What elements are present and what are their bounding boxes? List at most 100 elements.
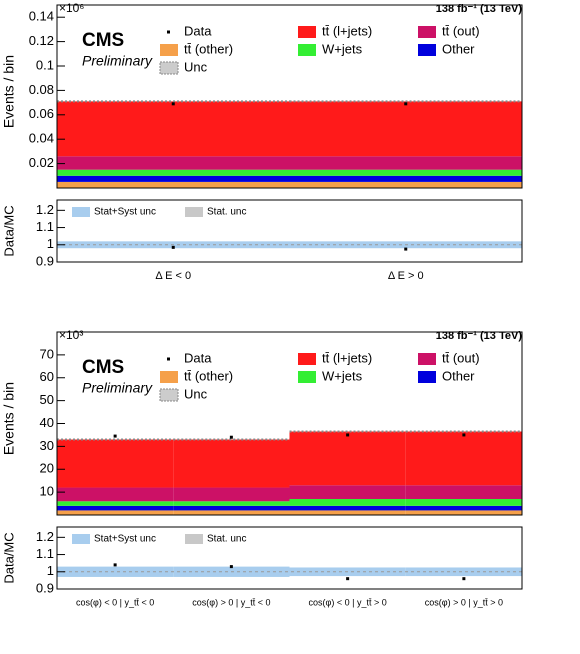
x-tick-label: Δ E > 0: [388, 270, 424, 282]
legend-swatch: [418, 353, 436, 365]
ratio-point: [229, 565, 233, 569]
legend-label: W+jets: [322, 368, 363, 383]
ratio-legend-swatch: [72, 207, 90, 217]
stack-segment: [57, 501, 174, 506]
legend-swatch: [418, 44, 436, 56]
stack-segment: [57, 487, 174, 502]
ratio-point: [404, 247, 408, 251]
stack-segment: [289, 169, 522, 176]
data-point: [171, 102, 175, 106]
stack-segment: [173, 487, 290, 502]
stack-segment: [405, 485, 522, 499]
legend-unc: [159, 61, 179, 75]
y-tick-label: 0.04: [29, 131, 54, 146]
y-tick-label: 30: [40, 438, 54, 453]
stack-segment: [173, 501, 290, 506]
legend-label: tt̄ (out): [442, 350, 480, 365]
stack-segment: [57, 505, 174, 511]
preliminary: Preliminary: [82, 53, 153, 69]
x-tick-label: cos(φ) > 0 | y_tt̄ > 0: [425, 597, 503, 607]
stack-segment: [289, 181, 522, 188]
ratio-legend-swatch: [72, 534, 90, 544]
stack-segment: [173, 505, 290, 511]
ratio-unc-band: [405, 567, 522, 577]
stack-segment: [289, 498, 406, 506]
legend-swatch: [418, 371, 436, 383]
stack-segment: [289, 510, 406, 515]
legend-swatch: [298, 371, 316, 383]
legend-label: Unc: [184, 59, 208, 74]
x-tick-label: cos(φ) < 0 | y_tt̄ > 0: [309, 597, 387, 607]
y-tick-label: 50: [40, 392, 54, 407]
legend-label: Other: [442, 41, 475, 56]
ratio-y-tick-label: 1.2: [36, 529, 54, 544]
ratio-y-tick-label: 1.1: [36, 219, 54, 234]
stack-segment: [173, 510, 290, 515]
legend-swatch: [160, 371, 178, 383]
ratio-point: [346, 577, 350, 581]
stack-segment: [57, 181, 290, 188]
ratio-axis-label: Data/MC: [1, 205, 16, 256]
data-point: [404, 102, 408, 106]
x-tick-label: cos(φ) > 0 | y_tt̄ < 0: [192, 597, 270, 607]
legend-swatch: [298, 26, 316, 38]
legend-label: tt̄ (l+jets): [322, 23, 372, 38]
stack-segment: [57, 510, 174, 515]
y-tick-label: 0.06: [29, 106, 54, 121]
stack-segment: [289, 175, 522, 182]
lumi: 138 fb⁻¹ (13 TeV): [436, 330, 523, 342]
stack-segment: [57, 156, 290, 170]
ratio-frame: [56, 199, 523, 263]
lumi: 138 fb⁻¹ (13 TeV): [436, 3, 523, 15]
legend-label: tt̄ (other): [184, 41, 233, 56]
stack-segment: [289, 505, 406, 511]
y-tick-label: 10: [40, 484, 54, 499]
stack-segment: [405, 510, 522, 515]
stack-segment: [57, 101, 290, 157]
ratio-legend-swatch: [185, 534, 203, 544]
y-tick-label: 0.14: [29, 9, 54, 24]
ratio-point: [171, 245, 175, 249]
ratio-legend-label: Stat+Syst unc: [94, 534, 156, 545]
legend-label: Unc: [184, 386, 208, 401]
stack-segment: [405, 431, 522, 486]
main-frame: [56, 4, 523, 189]
ratio-point: [113, 563, 117, 567]
ratio-y-tick-label: 1: [47, 236, 54, 251]
y-tick-label: 40: [40, 415, 54, 430]
cms: CMS: [82, 30, 124, 51]
y-tick-label: 20: [40, 461, 54, 476]
y-tick-label: 60: [40, 369, 54, 384]
data-point: [346, 433, 350, 437]
ratio-legend-label: Stat. unc: [207, 534, 246, 545]
data-point: [229, 435, 233, 439]
legend-label: tt̄ (out): [442, 23, 480, 38]
y-tick-label: 0.02: [29, 155, 54, 170]
legend-swatch: [160, 44, 178, 56]
ratio-y-tick-label: 0.9: [36, 253, 54, 268]
y-tick-label: 0.12: [29, 33, 54, 48]
ratio-y-tick-label: 1.1: [36, 546, 54, 561]
ratio-point: [462, 577, 466, 581]
legend-label: Other: [442, 368, 475, 383]
legend-data: [167, 357, 170, 361]
cms: CMS: [82, 357, 124, 378]
legend-label: Data: [184, 23, 212, 38]
y-axis-label: Events / bin: [1, 55, 17, 128]
ratio-frame: [56, 526, 523, 590]
ratio-unc-band: [57, 566, 174, 577]
x-tick-label: Δ E < 0: [155, 270, 191, 282]
stack-segment: [405, 505, 522, 511]
ratio-y-tick-label: 1: [47, 563, 54, 578]
stack-segment: [405, 498, 522, 506]
ratio-legend-label: Stat+Syst unc: [94, 207, 156, 218]
legend-unc: [159, 388, 179, 402]
ratio-legend-swatch: [185, 207, 203, 217]
ratio-legend-label: Stat. unc: [207, 207, 246, 218]
data-point: [113, 434, 117, 438]
stack-segment: [57, 175, 290, 182]
legend-label: tt̄ (l+jets): [322, 350, 372, 365]
legend-swatch: [418, 26, 436, 38]
y-axis-label: Events / bin: [1, 382, 17, 455]
